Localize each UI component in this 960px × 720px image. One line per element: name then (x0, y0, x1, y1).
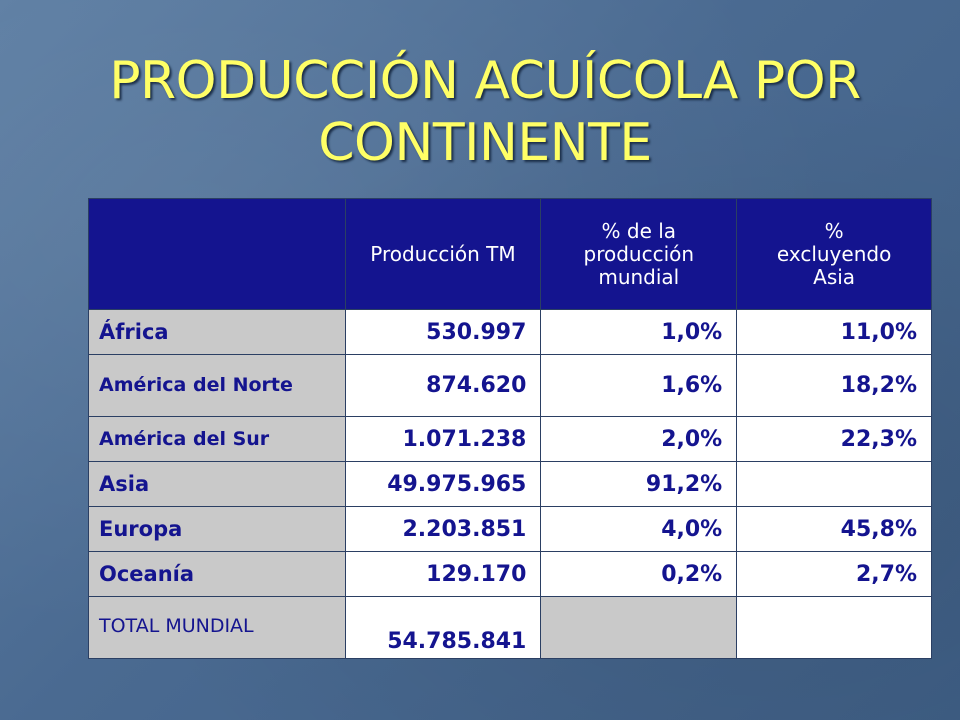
header-produccion: Producción TM (344, 198, 542, 310)
table-row: Asia 49.975.965 91,2% (88, 461, 932, 507)
table-row: América del Sur 1.071.238 2,0% 22,3% (88, 416, 932, 462)
pct-mundial-cell (540, 596, 738, 659)
header-pct-mundial: % de la producción mundial (540, 198, 738, 310)
region-cell: Asia (88, 461, 346, 507)
region-cell: América del Sur (88, 416, 346, 462)
pct-mundial-cell: 91,2% (540, 461, 738, 507)
production-table: Producción TM % de la producción mundial… (88, 198, 932, 659)
pct-mundial-cell: 1,0% (540, 309, 738, 355)
table-row: América del Norte 874.620 1,6% 18,2% (88, 354, 932, 417)
pct-mundial-cell: 0,2% (540, 551, 738, 597)
produccion-cell: 530.997 (344, 309, 542, 355)
produccion-cell: 49.975.965 (344, 461, 542, 507)
table-header-row: Producción TM % de la producción mundial… (88, 198, 932, 310)
region-cell: África (88, 309, 346, 355)
pct-excl-asia-cell: 22,3% (736, 416, 932, 462)
table-row: Oceanía 129.170 0,2% 2,7% (88, 551, 932, 597)
pct-mundial-cell: 2,0% (540, 416, 738, 462)
pct-excl-asia-cell (736, 596, 932, 659)
pct-excl-asia-cell (736, 461, 932, 507)
region-cell: Oceanía (88, 551, 346, 597)
header-corner-cell (88, 198, 346, 310)
slide-title: PRODUCCIÓN ACUÍCOLA POR CONTINENTE (109, 51, 861, 173)
pct-excl-asia-cell: 11,0% (736, 309, 932, 355)
produccion-cell: 129.170 (344, 551, 542, 597)
produccion-cell: 54.785.841 (344, 596, 542, 659)
table-row: Europa 2.203.851 4,0% 45,8% (88, 506, 932, 552)
pct-mundial-cell: 1,6% (540, 354, 738, 417)
pct-excl-asia-cell: 45,8% (736, 506, 932, 552)
produccion-cell: 874.620 (344, 354, 542, 417)
pct-excl-asia-cell: 18,2% (736, 354, 932, 417)
region-cell: TOTAL MUNDIAL (88, 596, 346, 659)
table-row: África 530.997 1,0% 11,0% (88, 309, 932, 355)
pct-mundial-cell: 4,0% (540, 506, 738, 552)
pct-excl-asia-cell: 2,7% (736, 551, 932, 597)
table-row-total: TOTAL MUNDIAL 54.785.841 (88, 596, 932, 659)
header-pct-excl-asia: % excluyendo Asia (736, 198, 932, 310)
region-cell: América del Norte (88, 354, 346, 417)
produccion-cell: 1.071.238 (344, 416, 542, 462)
region-cell: Europa (88, 506, 346, 552)
produccion-cell: 2.203.851 (344, 506, 542, 552)
